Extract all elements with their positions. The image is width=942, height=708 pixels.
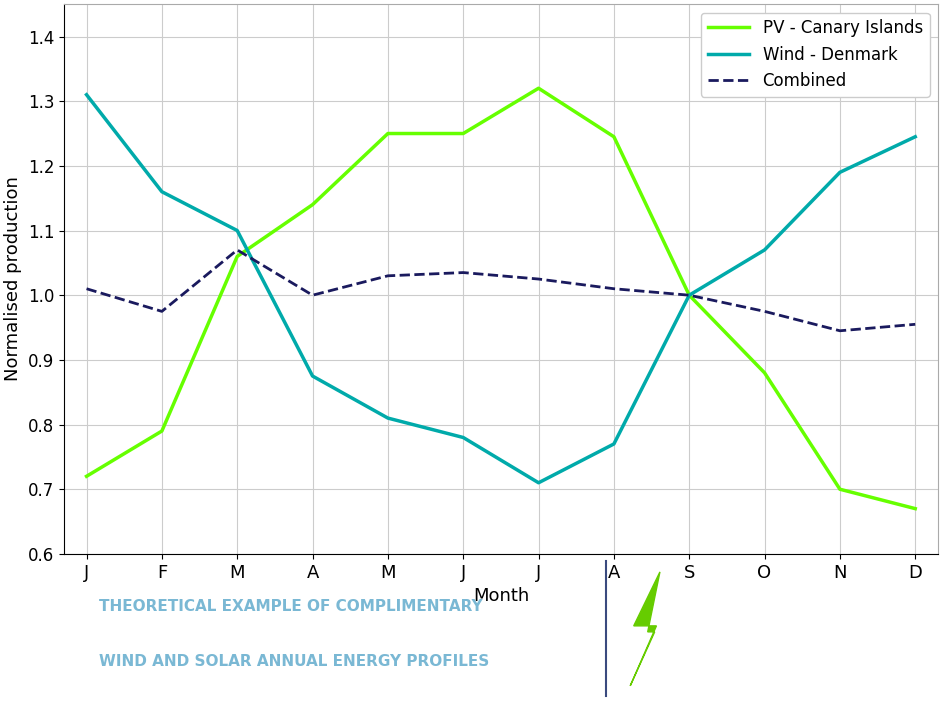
Combined (609, 285, 620, 293)
PV - Canary Islands (81, 472, 92, 481)
Wind - Denmark (232, 227, 243, 235)
Text: WIND AND SOLAR ANNUAL ENERGY PROFILES: WIND AND SOLAR ANNUAL ENERGY PROFILES (99, 654, 489, 669)
Text: An ABL Group Company: An ABL Group Company (662, 670, 804, 683)
Wind - Denmark (307, 372, 318, 380)
Combined (382, 272, 394, 280)
Combined (684, 291, 695, 299)
PV - Canary Islands (910, 504, 921, 513)
PV - Canary Islands (458, 130, 469, 138)
PV - Canary Islands (835, 485, 846, 493)
PV - Canary Islands (759, 369, 771, 377)
Wind - Denmark (759, 246, 771, 254)
PV - Canary Islands (232, 252, 243, 261)
PV - Canary Islands (533, 84, 544, 93)
Wind - Denmark (684, 291, 695, 299)
PV - Canary Islands (609, 132, 620, 141)
Line: PV - Canary Islands: PV - Canary Islands (87, 88, 916, 508)
Wind - Denmark (458, 433, 469, 442)
PV - Canary Islands (307, 200, 318, 209)
Combined (458, 268, 469, 277)
Combined (835, 326, 846, 335)
Y-axis label: Normalised production: Normalised production (4, 176, 23, 382)
Wind - Denmark (382, 414, 394, 423)
Combined (232, 246, 243, 254)
Combined (81, 285, 92, 293)
Wind - Denmark (81, 91, 92, 99)
Wind - Denmark (156, 188, 168, 196)
Line: Combined: Combined (87, 250, 916, 331)
Combined (533, 275, 544, 283)
PV - Canary Islands (382, 130, 394, 138)
Combined (156, 307, 168, 316)
Text: OWC: OWC (662, 595, 789, 639)
PV - Canary Islands (156, 427, 168, 435)
Text: THEORETICAL EXAMPLE OF COMPLIMENTARY: THEORETICAL EXAMPLE OF COMPLIMENTARY (99, 599, 482, 614)
X-axis label: Month: Month (473, 587, 529, 605)
PV - Canary Islands (684, 291, 695, 299)
Legend: PV - Canary Islands, Wind - Denmark, Combined: PV - Canary Islands, Wind - Denmark, Com… (701, 13, 930, 96)
Line: Wind - Denmark: Wind - Denmark (87, 95, 916, 483)
Combined (759, 307, 771, 316)
Wind - Denmark (910, 132, 921, 141)
Wind - Denmark (835, 168, 846, 176)
Wind - Denmark (609, 440, 620, 448)
Polygon shape (630, 572, 660, 686)
Combined (307, 291, 318, 299)
Combined (910, 320, 921, 329)
Wind - Denmark (533, 479, 544, 487)
